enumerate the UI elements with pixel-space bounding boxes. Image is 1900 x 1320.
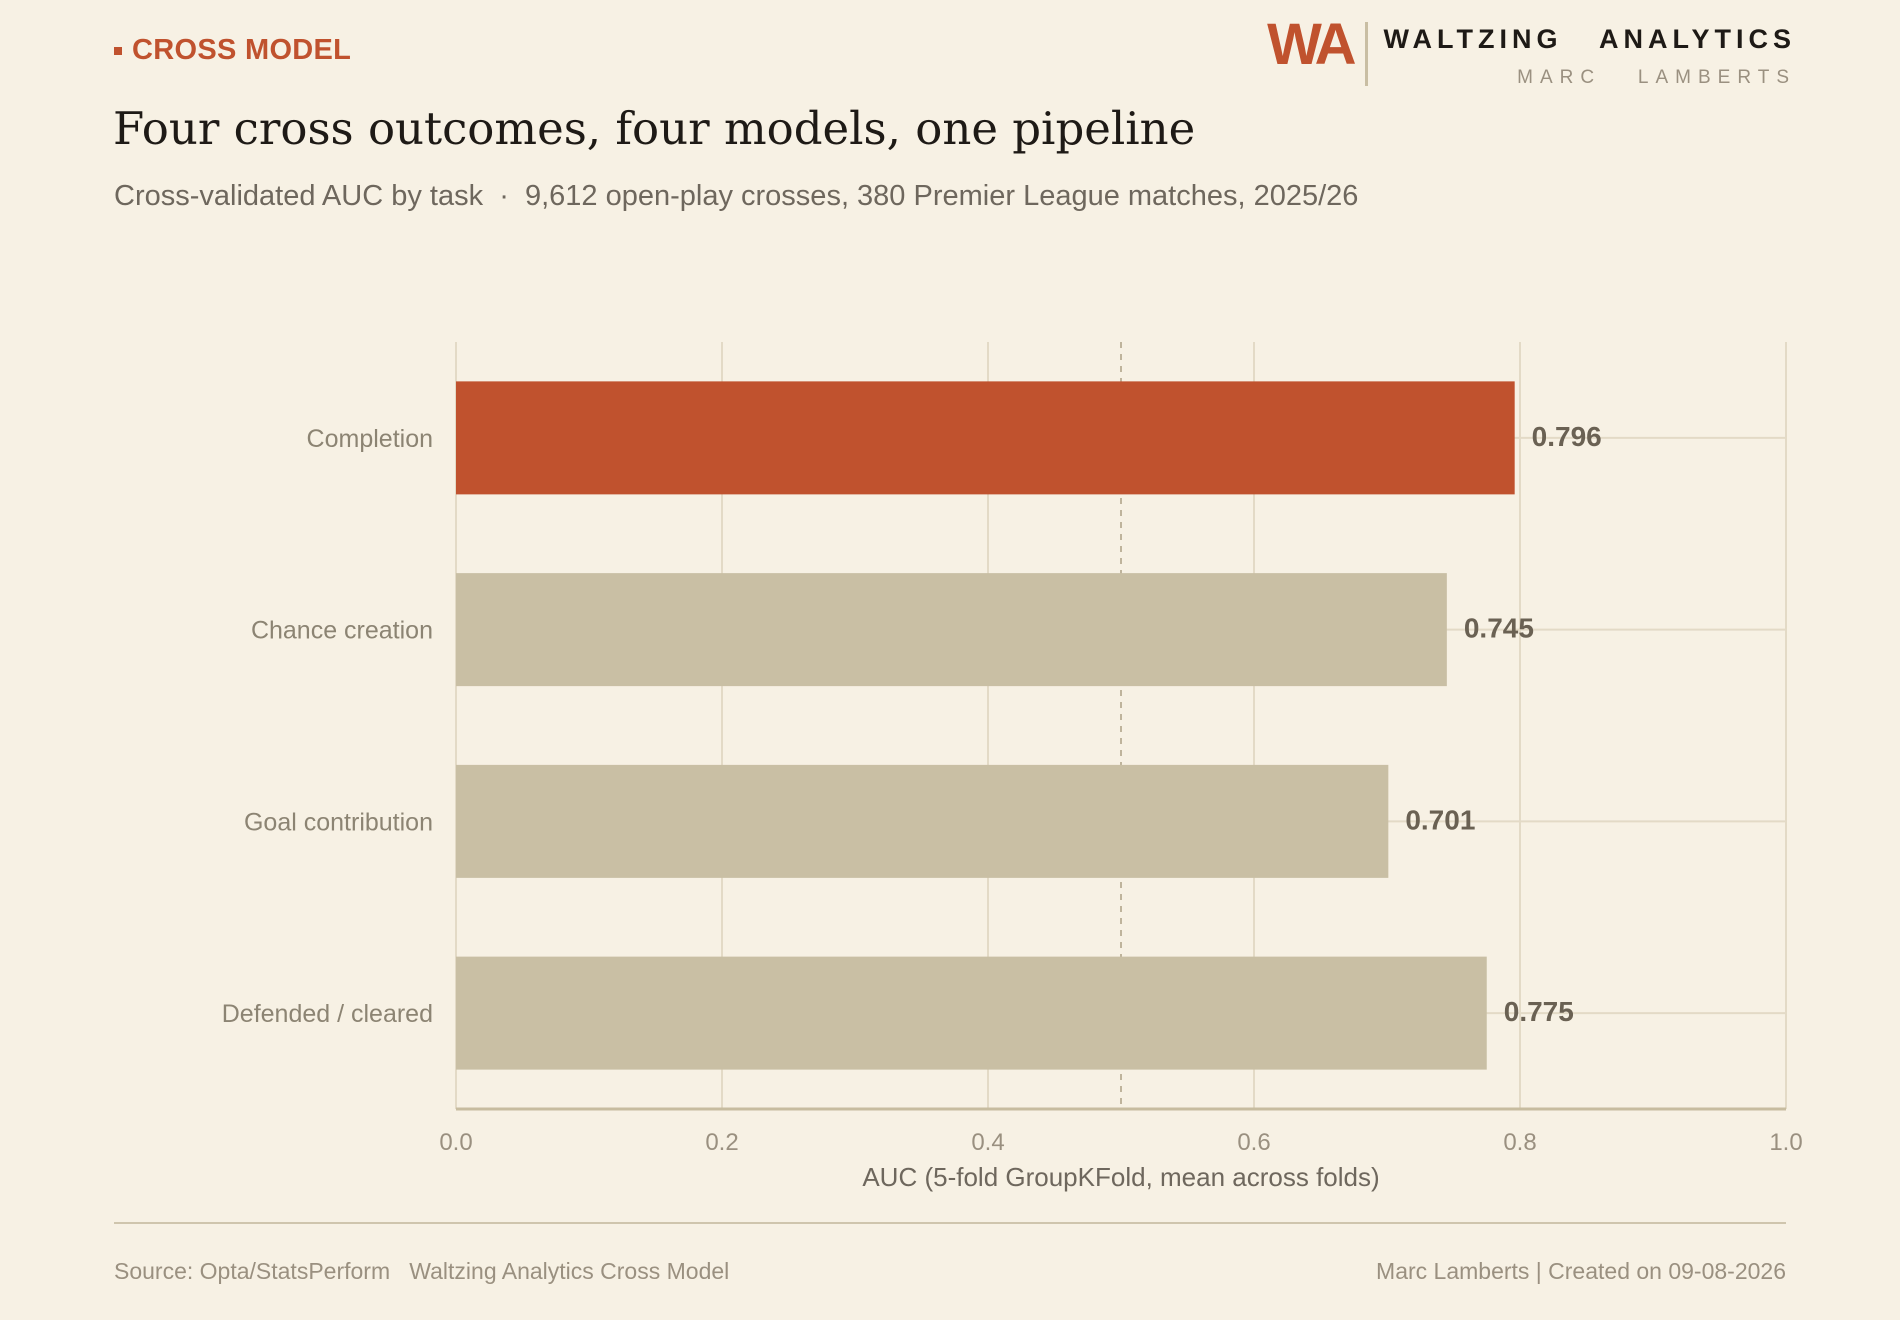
category-label: Goal contribution [244, 808, 433, 836]
data-label: 0.796 [1532, 421, 1602, 452]
x-tick-label: 1.0 [1769, 1129, 1802, 1156]
bar [456, 956, 1487, 1070]
bars-layer [456, 381, 1515, 1070]
chart-subtitle: Cross-validated AUC by task · 9,612 open… [114, 180, 1359, 212]
category-label: Defended / cleared [222, 1000, 433, 1028]
category-label: Chance creation [251, 617, 433, 645]
brand-divider [1364, 22, 1368, 86]
footer-credit: Marc Lamberts | Created on 09-08-2026 [1376, 1258, 1786, 1284]
brand-text: WALTZING ANALYTICS MARC LAMBERTS [1384, 16, 1797, 89]
x-tick-label: 0.6 [1237, 1129, 1270, 1156]
data-label: 0.745 [1464, 613, 1534, 644]
x-tick-label: 0.2 [705, 1129, 738, 1156]
brand-author: MARC LAMBERTS [1517, 67, 1796, 88]
x-tick-label: 0.8 [1503, 1129, 1536, 1156]
chart-title: Four cross outcomes, four models, one pi… [113, 102, 1196, 155]
category-label: Completion [307, 425, 433, 453]
brand-name: WALTZING ANALYTICS [1383, 24, 1796, 54]
data-label: 0.775 [1504, 996, 1574, 1027]
bar [456, 381, 1515, 495]
footer-source: Source: Opta/StatsPerform Waltzing Analy… [114, 1258, 730, 1284]
x-tick-label: 0.4 [971, 1129, 1004, 1156]
data-label: 0.701 [1405, 804, 1475, 835]
footer-rule [114, 1222, 1786, 1224]
kicker-label: CROSS MODEL [132, 34, 352, 66]
kicker: CROSS MODEL [114, 34, 351, 67]
bar [456, 573, 1447, 687]
x-axis-title: AUC (5-fold GroupKFold, mean across fold… [862, 1162, 1379, 1192]
bar [456, 764, 1389, 878]
kicker-square-icon [114, 46, 122, 55]
brand-block: WA WALTZING ANALYTICS MARC LAMBERTS [1267, 16, 1796, 89]
x-tick-label: 0.0 [439, 1129, 472, 1156]
labels-layer: 0.0 0.2 0.4 0.6 0.8 1.0 Completion 0.796 Chance … [222, 421, 1803, 1156]
brand-logo: WA [1267, 12, 1356, 77]
